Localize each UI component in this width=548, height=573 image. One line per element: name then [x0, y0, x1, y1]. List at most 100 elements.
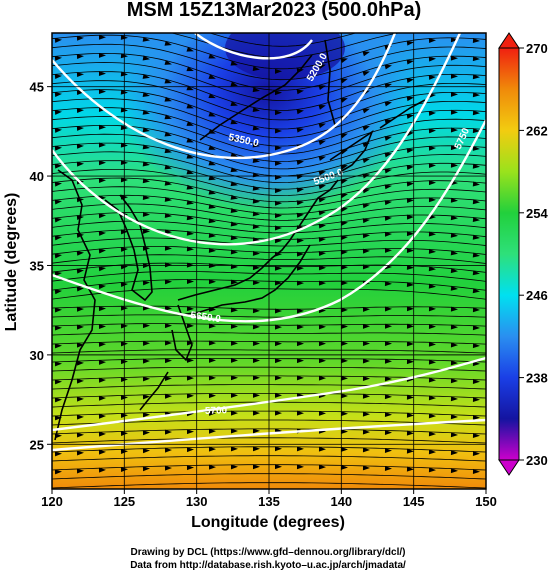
wind-arrow — [450, 109, 458, 115]
wind-arrow — [428, 359, 436, 365]
wind-arrow — [208, 279, 216, 285]
wind-arrow — [186, 169, 194, 175]
wind-arrow — [208, 111, 216, 117]
colorbar-bottom-triangle — [498, 459, 520, 476]
contour-5350 — [52, 33, 397, 160]
wind-arrow — [384, 358, 392, 364]
wind-arrow — [384, 152, 392, 158]
wind-arrow — [274, 265, 282, 271]
wind-arrow — [428, 56, 436, 62]
wind-arrow — [274, 68, 282, 74]
contour-5200 — [194, 33, 313, 60]
wind-arrow — [275, 200, 282, 206]
wind-arrow — [450, 285, 458, 291]
wind-arrow — [208, 375, 216, 381]
wind-arrow — [296, 200, 304, 206]
wind-arrow — [296, 187, 304, 193]
coast-kyushu — [171, 304, 193, 362]
wind-arrow — [428, 163, 436, 169]
wind-arrow — [230, 81, 238, 87]
wind-arrow — [230, 60, 238, 66]
wind-arrow — [428, 413, 436, 419]
wind-arrow — [54, 253, 62, 259]
y-tick-label: 30 — [30, 348, 44, 363]
wind-arrow — [274, 188, 282, 194]
streamline — [52, 473, 486, 480]
wind-arrow — [472, 56, 480, 62]
streamline — [52, 455, 486, 462]
wind-arrow — [54, 469, 62, 475]
wind-arrow — [296, 212, 304, 218]
wind-arrow — [164, 305, 172, 311]
wind-arrow — [76, 324, 84, 330]
wind-arrow — [142, 358, 150, 364]
wind-arrow — [450, 162, 458, 168]
streamline — [52, 323, 486, 327]
wind-arrow — [450, 37, 458, 43]
wind-arrow — [472, 199, 480, 205]
wind-arrow — [252, 125, 260, 131]
wind-arrow — [54, 415, 62, 421]
wind-arrow — [164, 148, 172, 154]
wind-arrow — [384, 281, 392, 287]
wind-arrow — [472, 307, 480, 313]
wind-arrow — [406, 323, 414, 329]
wind-arrow — [230, 410, 238, 416]
wind-arrow — [472, 325, 480, 331]
wind-arrow — [340, 446, 348, 452]
wind-arrow — [252, 375, 260, 381]
wind-arrow — [362, 71, 370, 76]
wind-arrow — [362, 233, 370, 239]
streamline — [52, 220, 486, 234]
wind-arrow — [230, 181, 238, 187]
wind-arrow — [230, 428, 238, 434]
wind-arrow — [340, 58, 348, 63]
wind-arrow — [384, 341, 392, 347]
wind-arrow — [296, 174, 304, 180]
wind-arrow — [340, 164, 348, 170]
wind-arrow — [406, 448, 414, 454]
wind-arrow — [406, 247, 414, 253]
wind-arrow — [384, 394, 392, 400]
wind-arrow — [296, 446, 304, 452]
streamline — [52, 62, 486, 102]
wind-arrow — [76, 72, 84, 78]
wind-arrow — [142, 280, 150, 286]
wind-arrow — [318, 375, 326, 381]
wind-arrow — [230, 208, 238, 213]
coast-japan-honshu — [177, 179, 339, 301]
x-tick-label: 145 — [403, 494, 425, 509]
wind-arrow — [142, 92, 150, 98]
wind-arrow — [252, 308, 260, 314]
y-tick-label: 25 — [30, 437, 44, 452]
wind-arrow — [142, 448, 150, 454]
wind-arrow — [318, 280, 326, 286]
wind-arrow — [252, 211, 260, 217]
wind-arrow — [98, 230, 106, 236]
wind-arrow — [472, 38, 480, 44]
wind-arrow — [76, 468, 84, 474]
wind-arrow — [472, 433, 480, 439]
wind-arrow — [76, 414, 84, 420]
wind-arrow — [142, 466, 150, 472]
wind-arrow — [472, 92, 480, 98]
wind-arrow — [98, 34, 106, 40]
wind-arrow — [296, 410, 304, 416]
coast-ryukyu — [139, 371, 169, 411]
wind-arrow — [164, 96, 172, 102]
wind-arrow — [340, 98, 348, 103]
wind-arrow — [296, 464, 304, 470]
wind-arrow — [296, 160, 304, 165]
wind-arrow — [296, 251, 304, 257]
wind-arrow — [274, 225, 282, 231]
wind-arrow — [230, 307, 238, 313]
wind-arrow — [384, 101, 392, 107]
streamline — [52, 151, 486, 184]
wind-arrow — [142, 195, 150, 201]
wind-arrow — [164, 78, 172, 84]
gridlines — [52, 33, 486, 489]
wind-arrow — [142, 178, 150, 184]
streamline — [52, 52, 486, 91]
colorbar: 270 262 254 246 238 230 — [498, 32, 548, 476]
wind-arrow — [76, 286, 84, 292]
